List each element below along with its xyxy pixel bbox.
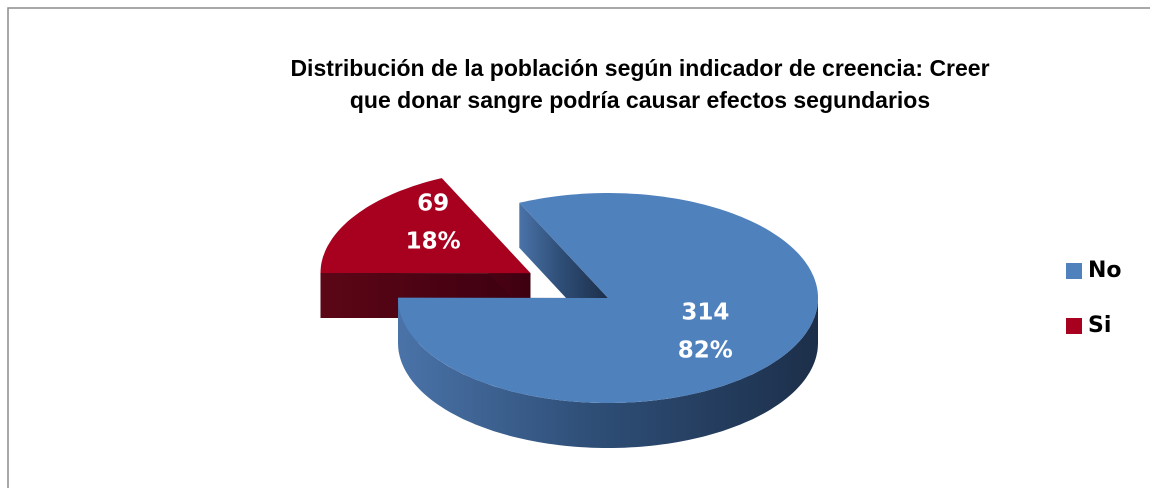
data-label: 69 bbox=[417, 191, 449, 217]
chart-title: que donar sangre podría causar efectos s… bbox=[350, 87, 930, 113]
slice bbox=[320, 178, 531, 274]
legend-swatch bbox=[1066, 263, 1082, 279]
chart-title: Distribución de la población según indic… bbox=[290, 55, 989, 81]
data-label: 82% bbox=[678, 338, 733, 364]
slice-side bbox=[398, 298, 818, 448]
legend-label: No bbox=[1088, 258, 1122, 283]
legend-label: Si bbox=[1088, 313, 1111, 338]
data-label: 18% bbox=[406, 229, 461, 255]
data-label: 314 bbox=[681, 300, 729, 326]
legend-swatch bbox=[1066, 318, 1082, 334]
slice bbox=[398, 193, 818, 403]
